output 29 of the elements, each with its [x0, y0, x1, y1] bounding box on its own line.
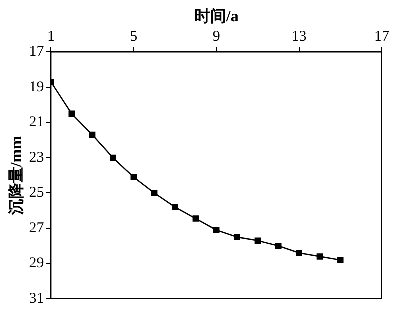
y-tick-label: 29: [29, 256, 44, 272]
point: [192, 216, 200, 222]
point: [89, 132, 96, 138]
y-tick-label: 31: [29, 290, 44, 307]
y-tick-label: 23: [29, 150, 44, 166]
y-axis-title: 沉降量/mm: [8, 135, 26, 216]
point: [296, 250, 302, 256]
x-axis-title: 时间/a: [194, 8, 239, 26]
x-tick-label: 9: [212, 29, 220, 46]
point: [276, 242, 282, 250]
point: [254, 238, 262, 244]
y-tick-label: 19: [29, 79, 44, 96]
point: [172, 204, 178, 210]
x-tick-label: 17: [374, 29, 390, 46]
x-tick-label: 13: [292, 29, 307, 46]
point: [110, 154, 116, 162]
point: [234, 234, 240, 240]
y-tick-label: 17: [29, 44, 45, 60]
point: [130, 174, 138, 180]
point: [316, 254, 324, 260]
y-tick-label: 25: [29, 185, 44, 202]
point: [151, 190, 158, 196]
x-tick-label: 1: [47, 29, 55, 46]
y-tick-label: 27: [29, 220, 45, 236]
point: [213, 227, 220, 234]
point: [68, 110, 75, 118]
y-tick-label: 21: [29, 114, 44, 131]
x-tick-label: 5: [130, 29, 138, 46]
point: [338, 257, 344, 264]
